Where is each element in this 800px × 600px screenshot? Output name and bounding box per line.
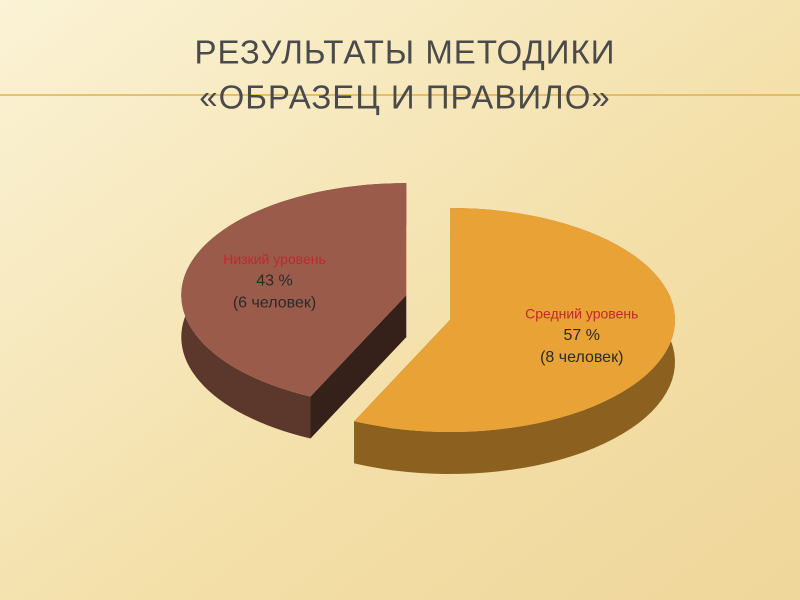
pie-slice (181, 183, 407, 439)
value-label: 43 % (256, 273, 292, 290)
value-label: 57 % (564, 327, 600, 344)
title-line: «ОБРАЗЕЦ И ПРАВИЛО» (199, 79, 610, 116)
slice-top (181, 183, 407, 397)
count-label: (8 человек) (540, 349, 623, 366)
pie-slice (354, 208, 675, 474)
pie-chart: Низкий уровень 43 % (6 человек) Средний уро… (181, 183, 675, 474)
slice-side (310, 295, 407, 439)
title-line: РЕЗУЛЬТАТЫ МЕТОДИКИ (195, 34, 616, 71)
category-label: Низкий уровень (223, 251, 326, 267)
category-label: Средний уровень (525, 305, 638, 321)
count-label: (6 человек) (233, 295, 316, 312)
slice-top (354, 208, 675, 432)
